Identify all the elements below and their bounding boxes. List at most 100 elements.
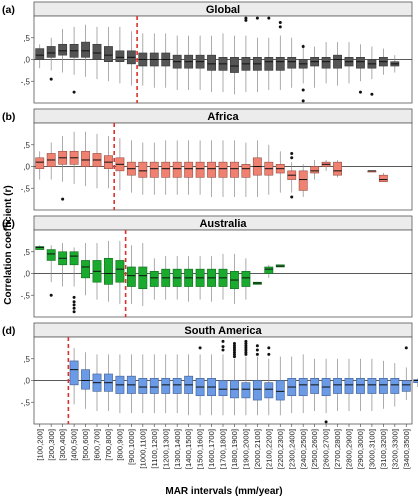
outlier-point [232, 352, 236, 356]
x-tick-label: [700,800] [104, 429, 113, 461]
x-tick-label: [1100,1200] [150, 429, 159, 469]
outlier-point [72, 300, 76, 304]
box [401, 380, 411, 392]
x-tick-label: [800,900] [116, 429, 125, 461]
outlier-point [290, 156, 294, 160]
x-axis-title: MAR intervals (mm/year) [165, 486, 282, 497]
x-tick-label: [3200,3300] [390, 429, 399, 469]
box [310, 378, 320, 394]
box [241, 164, 251, 178]
x-tick-label: [1800,1900] [230, 429, 239, 469]
outlier-point [244, 352, 248, 356]
outlier-point [232, 346, 236, 350]
box [81, 150, 90, 167]
y-tick-label: -,5 [21, 291, 31, 300]
box [92, 43, 102, 60]
outlier-point [72, 306, 76, 310]
outlier-point [61, 197, 65, 201]
outlier-point [244, 346, 248, 350]
box [81, 41, 90, 58]
outlier-point [232, 350, 236, 354]
x-tick-label: [2000,2100] [253, 429, 262, 469]
box [81, 369, 90, 390]
panel-letter: (b) [2, 111, 15, 123]
x-tick-label: [1400,1500] [184, 429, 193, 469]
y-tick-label: ,0 [23, 270, 30, 279]
x-tick-label: [2800,2900] [345, 429, 354, 469]
panel-title: South America [184, 325, 262, 337]
box [367, 378, 377, 394]
panel-title: Global [206, 4, 240, 16]
outlier-point [267, 16, 271, 20]
x-tick-label: [200,300] [47, 429, 56, 461]
box [241, 271, 251, 287]
outlier-point [221, 339, 225, 343]
x-tick-label: [2200,2300] [276, 429, 285, 469]
box [172, 161, 182, 178]
outlier-point [278, 25, 282, 29]
x-tick-label: [400,500] [70, 429, 79, 461]
y-tick-label: ,5 [23, 248, 30, 257]
box [138, 378, 148, 394]
box [161, 161, 171, 178]
x-tick-label: [2100,2200] [264, 429, 273, 469]
outlier-point [301, 99, 305, 103]
box [126, 266, 136, 287]
box [184, 161, 194, 178]
x-tick-label: [2500,2600] [310, 429, 319, 469]
box [35, 246, 45, 250]
x-tick-label: [1600,1700] [207, 429, 216, 469]
y-axis-title: Correlation coefficient (r) [3, 185, 14, 304]
outlier-point [324, 420, 328, 424]
x-tick-label: [1700,1800] [219, 429, 228, 469]
outlier-point [72, 310, 76, 314]
box [195, 161, 205, 178]
box [378, 174, 388, 183]
box [69, 251, 79, 266]
box [310, 166, 320, 174]
x-tick-label: [2300,2400] [287, 429, 296, 469]
box [46, 46, 56, 58]
box [81, 260, 90, 279]
x-tick-label: [100,200] [35, 429, 44, 461]
panel-letter: (c) [2, 218, 15, 230]
box [390, 378, 400, 394]
panel-title: Australia [199, 218, 247, 230]
x-tick-label: [1900,2000] [242, 429, 251, 469]
outlier-point [49, 293, 53, 297]
x-tick-label: [900,1000] [127, 429, 136, 465]
outlier-point [404, 346, 408, 350]
outlier-point [278, 21, 282, 25]
y-tick-label: ,0 [23, 163, 30, 172]
panel-letter: (a) [2, 4, 15, 16]
box [46, 249, 56, 261]
box [344, 378, 354, 394]
outlier-point [370, 92, 374, 96]
box [264, 382, 274, 399]
box [356, 57, 365, 69]
x-tick-label: [1500,1600] [196, 429, 205, 469]
box [58, 43, 68, 56]
box [149, 161, 159, 178]
outlier-point [221, 345, 225, 349]
box [264, 266, 274, 274]
outlier-point [232, 342, 236, 346]
x-tick-label: [1300,1400] [173, 429, 182, 469]
y-tick-label: ,5 [23, 34, 30, 43]
box [69, 360, 79, 386]
x-tick-label: [1000,1100] [138, 429, 147, 469]
outlier-point [255, 344, 259, 348]
box [356, 378, 365, 394]
box [218, 380, 228, 397]
box [207, 161, 216, 178]
outlier-point [244, 16, 248, 20]
box [230, 161, 239, 178]
outlier-point [232, 344, 236, 348]
box [378, 378, 388, 394]
outlier-point [358, 90, 362, 94]
x-tick-label: [2700,2800] [333, 429, 342, 469]
y-tick-label: ,0 [23, 377, 30, 386]
outlier-point [267, 352, 271, 356]
box [287, 57, 297, 69]
y-tick-label: ,0 [23, 56, 30, 65]
